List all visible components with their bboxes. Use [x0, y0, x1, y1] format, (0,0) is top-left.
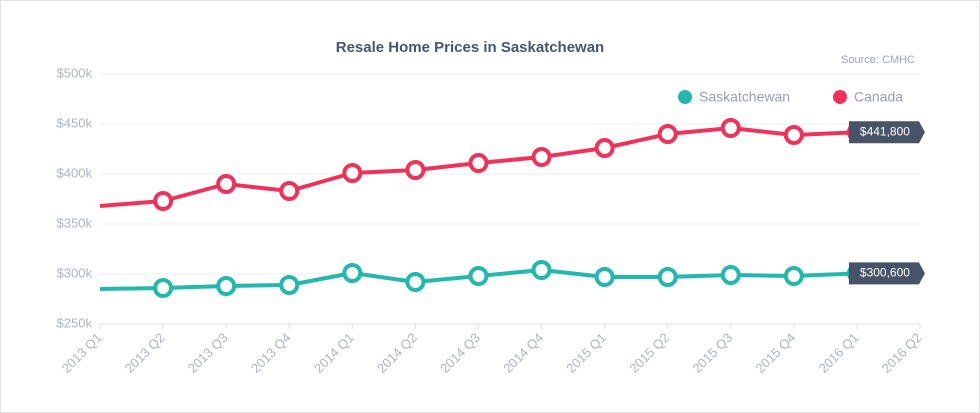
point — [342, 163, 363, 183]
y-tick-label: $500k — [57, 65, 93, 80]
point — [405, 160, 426, 180]
point — [216, 174, 237, 194]
y-tick-label: $350k — [57, 215, 93, 230]
legend-label: Saskatchewan — [699, 89, 790, 105]
point — [153, 191, 174, 211]
point — [279, 275, 300, 295]
legend-marker — [678, 90, 692, 104]
point — [720, 118, 741, 138]
point — [216, 276, 237, 296]
y-tick-label: $300k — [57, 265, 93, 280]
point — [531, 260, 552, 280]
value-label-text: $300,600 — [860, 266, 910, 280]
value-label-text: $441,800 — [860, 124, 910, 138]
point — [783, 266, 804, 286]
y-tick-label: $250k — [57, 315, 93, 330]
point — [279, 181, 300, 201]
point — [153, 278, 174, 298]
point — [468, 266, 489, 286]
legend-label: Canada — [854, 89, 903, 105]
point — [657, 267, 678, 287]
value-label-box — [848, 121, 925, 144]
y-tick-label: $450k — [57, 115, 93, 130]
value-label: $300,600 — [848, 262, 925, 285]
y-tick-label: $400k — [57, 165, 93, 180]
point — [405, 272, 426, 292]
legend-marker — [833, 90, 847, 104]
chart-title: Resale Home Prices in Saskatchewan — [336, 39, 604, 56]
point — [720, 265, 741, 285]
point — [468, 153, 489, 173]
point — [657, 124, 678, 144]
point — [594, 138, 615, 158]
point — [531, 147, 552, 167]
value-label: $441,800 — [848, 121, 925, 144]
source: Source: CMHC — [841, 54, 915, 66]
point — [783, 125, 804, 145]
value-label-box — [848, 262, 925, 285]
point — [342, 263, 363, 283]
point — [594, 267, 615, 287]
